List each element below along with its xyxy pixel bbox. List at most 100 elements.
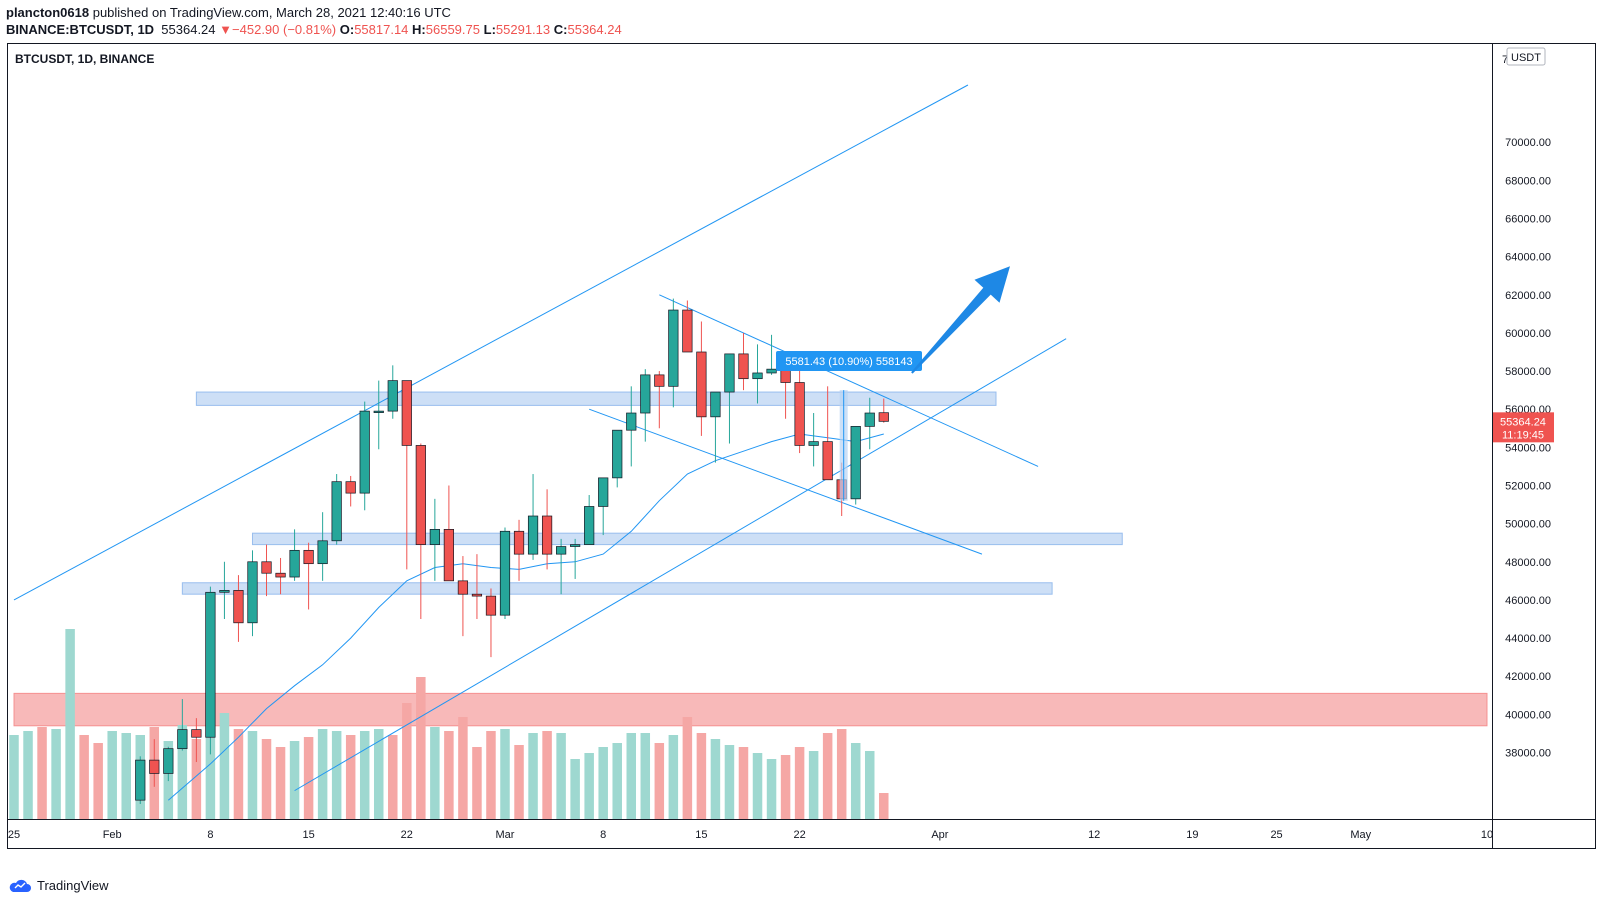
x-tick-label: 8 <box>600 829 606 841</box>
candle[interactable] <box>317 512 328 581</box>
candle[interactable] <box>513 519 525 581</box>
up-arrow-icon[interactable] <box>911 266 1010 374</box>
candle[interactable] <box>794 363 805 454</box>
y-tick-label: 42000.00 <box>1505 671 1551 683</box>
candle[interactable] <box>752 344 763 404</box>
header-change: −452.90 (−0.81%) <box>232 22 337 37</box>
volume-bar <box>93 743 103 819</box>
volume-bar <box>879 793 889 819</box>
candle[interactable] <box>401 380 412 570</box>
candle[interactable] <box>219 561 230 619</box>
candle[interactable] <box>387 365 398 419</box>
trendline[interactable] <box>588 408 983 555</box>
candle-body <box>191 729 202 738</box>
y-tick-label: 64000.00 <box>1505 252 1551 264</box>
candle[interactable] <box>443 485 454 582</box>
candle-body <box>149 759 160 774</box>
candle[interactable] <box>191 718 202 763</box>
x-tick-label: 10 <box>1481 829 1493 841</box>
candle[interactable] <box>850 426 861 505</box>
candle[interactable] <box>822 386 833 481</box>
candle[interactable] <box>233 575 244 642</box>
candle[interactable] <box>570 538 581 579</box>
candle[interactable] <box>359 401 370 511</box>
candle[interactable] <box>808 413 819 467</box>
candle-layer <box>135 298 889 804</box>
candle[interactable] <box>598 477 609 536</box>
trendline[interactable] <box>294 338 1067 792</box>
candle-body <box>626 412 637 431</box>
candle[interactable] <box>163 746 174 782</box>
candle-body <box>317 540 328 565</box>
candle[interactable] <box>724 353 735 444</box>
volume-bar <box>79 735 89 819</box>
candle[interactable] <box>261 544 272 597</box>
candle[interactable] <box>485 588 497 658</box>
candle-body <box>696 351 707 418</box>
candle[interactable] <box>205 586 216 755</box>
author-name[interactable]: plancton0618 <box>6 5 90 20</box>
candle[interactable] <box>331 474 342 545</box>
volume-bar <box>794 747 805 819</box>
candle[interactable] <box>668 298 679 408</box>
candle[interactable] <box>247 550 258 637</box>
x-tick-label: 8 <box>207 829 213 841</box>
candle-body <box>584 506 595 545</box>
candle[interactable] <box>878 398 889 423</box>
candle[interactable] <box>429 498 440 581</box>
x-tick-label: 15 <box>695 829 707 841</box>
x-tick-label: 22 <box>401 829 413 841</box>
candle[interactable] <box>177 699 188 751</box>
candle[interactable] <box>373 380 384 450</box>
candle[interactable] <box>864 397 875 450</box>
candle-body <box>850 426 861 500</box>
high-label: H: <box>412 22 426 37</box>
candle-body <box>443 529 454 582</box>
price-chart[interactable]: 5581.43 (10.90%) 558143 70000.00 68000.00… <box>7 43 1596 849</box>
candle[interactable] <box>135 756 146 804</box>
candle[interactable] <box>541 489 553 570</box>
candle[interactable] <box>640 369 651 442</box>
volume-bar <box>275 747 286 819</box>
candle[interactable] <box>499 527 511 619</box>
x-tick-label: 25 <box>8 829 20 841</box>
publisher-line: plancton0618 published on TradingView.co… <box>6 5 451 20</box>
candle[interactable] <box>345 475 356 507</box>
trendline[interactable] <box>659 294 1039 467</box>
volume-bar <box>430 727 440 819</box>
currency-button[interactable]: USDT <box>1506 47 1546 66</box>
candle[interactable] <box>626 386 637 467</box>
candle-body <box>401 380 412 446</box>
tradingview-cloud-icon <box>9 879 32 892</box>
candle[interactable] <box>457 556 469 637</box>
y-tick-label: 66000.00 <box>1505 213 1551 225</box>
candle[interactable] <box>149 739 160 787</box>
volume-bar <box>640 733 651 819</box>
candle[interactable] <box>303 542 314 610</box>
candle-body <box>822 441 833 481</box>
last-price-label: 55364.24 <box>1500 416 1546 428</box>
candle[interactable] <box>527 474 539 560</box>
candle[interactable] <box>612 429 623 488</box>
price-axis[interactable]: 70000.00 68000.00 66000.00 64000.00 62000.00… <box>1493 54 1554 759</box>
candle[interactable] <box>275 557 286 595</box>
volume-bar <box>51 729 61 819</box>
candle[interactable] <box>584 495 595 545</box>
trendline[interactable] <box>13 84 969 601</box>
candle[interactable] <box>289 529 300 581</box>
candle[interactable] <box>710 391 721 463</box>
candle[interactable] <box>415 443 426 619</box>
candle[interactable] <box>738 332 749 391</box>
candle[interactable] <box>556 538 567 595</box>
time-axis[interactable]: 25 Feb 8 15 22 Mar 8 15 22 Apr 12 19 25 May 10 <box>8 829 1493 841</box>
candle[interactable] <box>654 371 665 429</box>
volume-bar <box>345 735 356 819</box>
candle[interactable] <box>682 300 693 353</box>
candle[interactable] <box>696 321 707 436</box>
x-tick-label: Apr <box>931 829 948 841</box>
volume-bar <box>233 729 244 819</box>
candle[interactable] <box>766 334 777 375</box>
zone-band <box>13 692 1488 727</box>
tradingview-footer[interactable]: TradingView <box>8 878 109 893</box>
candle[interactable] <box>471 554 483 619</box>
